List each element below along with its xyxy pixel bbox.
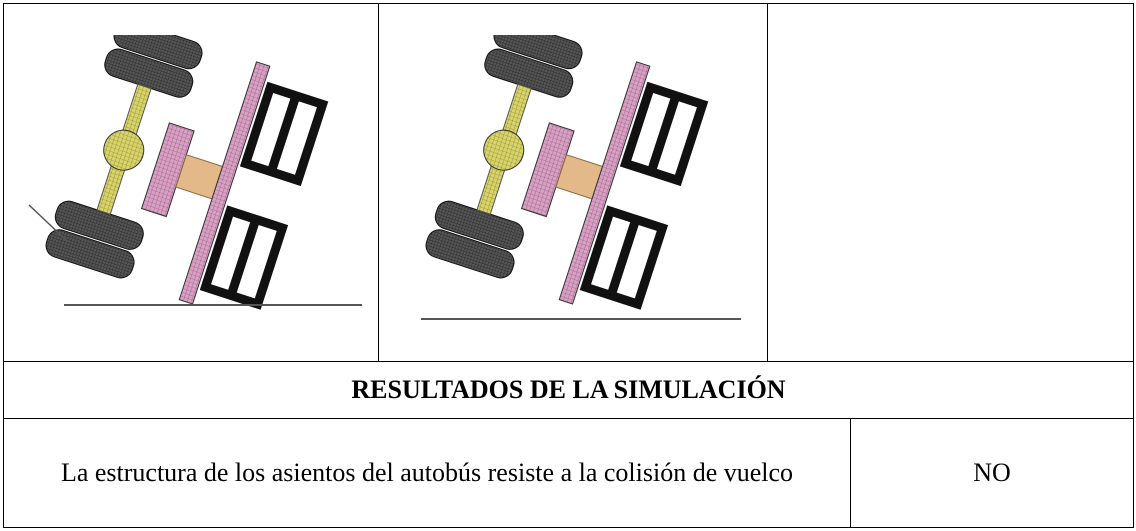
empty-cell [767,3,1134,362]
image-cell [3,3,379,362]
result-answer: NO [850,418,1134,528]
image-cell [378,3,768,362]
simulation-image [28,5,362,360]
simulation-image [379,5,741,320]
results-table: RESULTADOS DE LA SIMULACIÓN La estructur… [3,3,1134,528]
table-header: RESULTADOS DE LA SIMULACIÓN [3,361,1134,419]
result-description: La estructura de los asientos del autobú… [3,418,851,528]
